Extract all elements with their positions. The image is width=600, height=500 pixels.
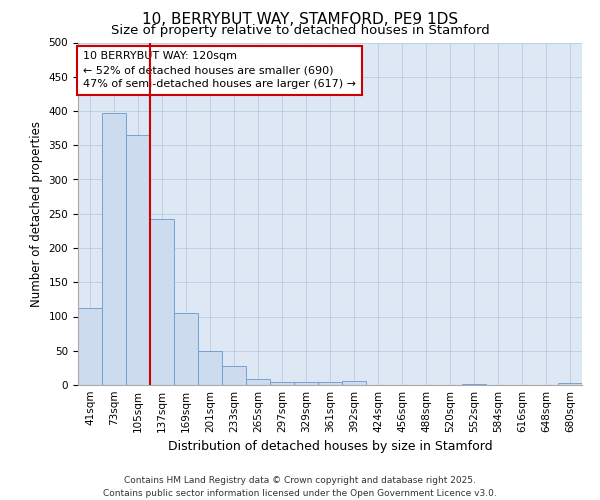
Bar: [462, 384, 486, 385]
Bar: [126, 135, 150, 385]
Bar: [78, 308, 102, 385]
Bar: [102, 113, 126, 385]
Bar: [222, 366, 246, 385]
Bar: [294, 382, 318, 385]
X-axis label: Distribution of detached houses by size in Stamford: Distribution of detached houses by size …: [167, 440, 493, 454]
Bar: [270, 382, 294, 385]
Bar: [246, 379, 270, 385]
Bar: [342, 381, 366, 385]
Text: 10, BERRYBUT WAY, STAMFORD, PE9 1DS: 10, BERRYBUT WAY, STAMFORD, PE9 1DS: [142, 12, 458, 28]
Bar: [558, 383, 582, 385]
Text: Size of property relative to detached houses in Stamford: Size of property relative to detached ho…: [110, 24, 490, 37]
Bar: [318, 382, 342, 385]
Text: 10 BERRYBUT WAY: 120sqm
← 52% of detached houses are smaller (690)
47% of semi-d: 10 BERRYBUT WAY: 120sqm ← 52% of detache…: [83, 51, 356, 89]
Y-axis label: Number of detached properties: Number of detached properties: [30, 120, 43, 306]
Bar: [198, 351, 222, 385]
Text: Contains HM Land Registry data © Crown copyright and database right 2025.
Contai: Contains HM Land Registry data © Crown c…: [103, 476, 497, 498]
Bar: [150, 218, 174, 385]
Bar: [174, 313, 198, 385]
